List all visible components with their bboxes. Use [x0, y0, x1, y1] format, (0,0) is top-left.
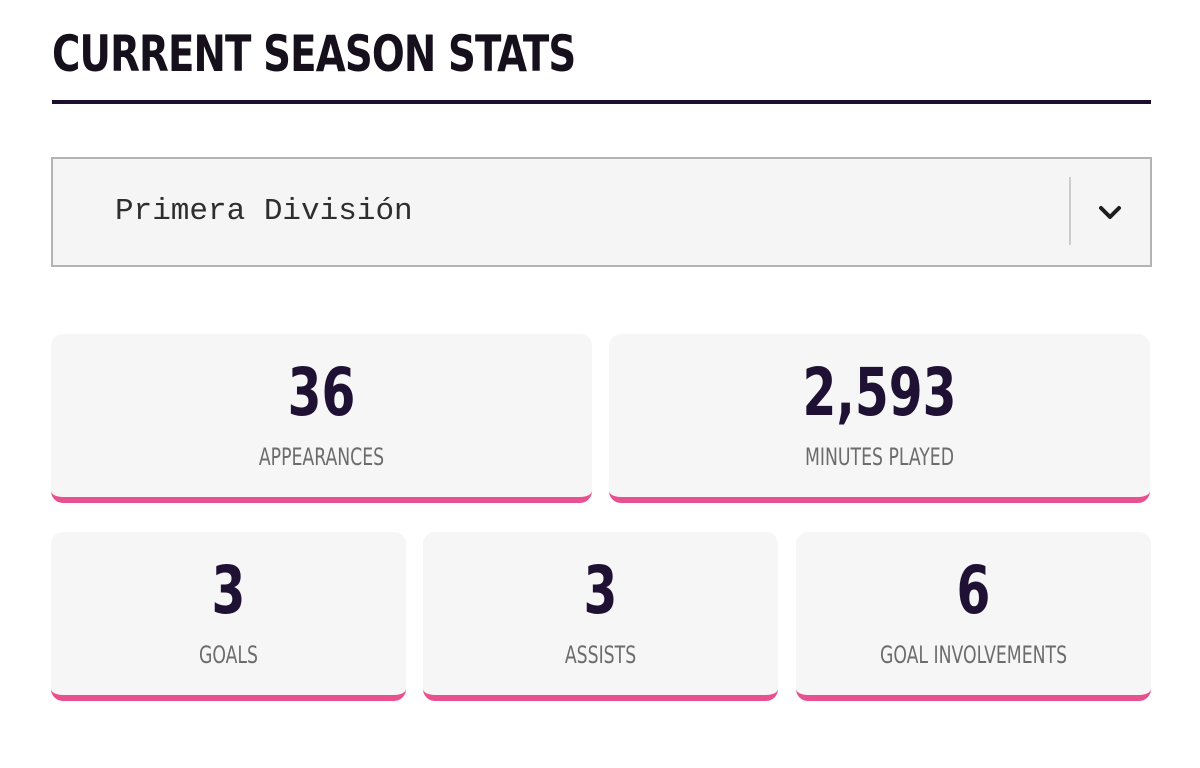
stat-value: 2,593: [802, 354, 957, 431]
stat-card-assists: 3 ASSISTS: [423, 532, 778, 701]
competition-select-value: Primera División: [115, 194, 413, 229]
stat-value: 6: [956, 552, 991, 629]
stat-label: GOALS: [198, 641, 259, 669]
stat-card-goals: 3 GOALS: [51, 532, 406, 701]
page-title: CURRENT SEASON STATS: [52, 25, 576, 83]
stat-card-goal-involvements: 6 GOAL INVOLVEMENTS: [796, 532, 1151, 701]
stat-value: 3: [211, 552, 246, 629]
stat-label: GOAL INVOLVEMENTS: [879, 641, 1068, 669]
chevron-down-icon[interactable]: [1095, 197, 1125, 227]
stat-label: APPEARANCES: [258, 443, 385, 471]
stat-label: MINUTES PLAYED: [804, 443, 955, 471]
competition-select[interactable]: Primera División: [51, 157, 1152, 267]
stat-value: 3: [583, 552, 618, 629]
stat-value: 36: [287, 354, 356, 431]
select-divider: [1069, 177, 1071, 245]
stat-card-appearances: 36 APPEARANCES: [51, 334, 592, 503]
title-divider: [52, 100, 1151, 104]
stat-card-minutes-played: 2,593 MINUTES PLAYED: [609, 334, 1150, 503]
stat-label: ASSISTS: [564, 641, 637, 669]
